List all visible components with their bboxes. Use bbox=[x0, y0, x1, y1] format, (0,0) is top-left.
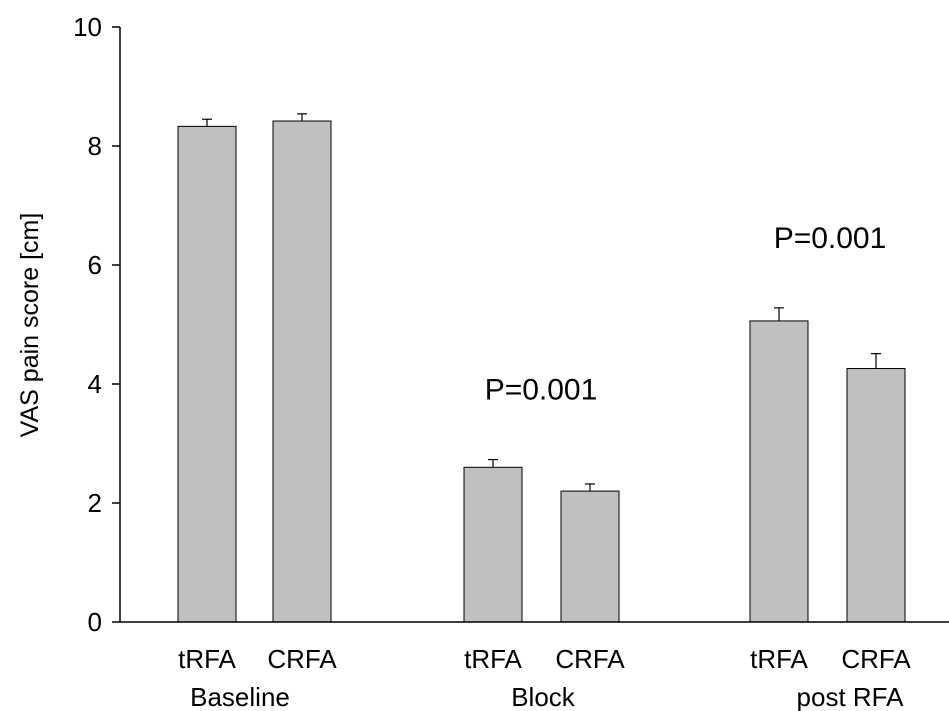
y-tick-label: 8 bbox=[88, 131, 102, 161]
bar-block-crfa bbox=[560, 490, 620, 623]
y-axis-label: VAS pain score [cm] bbox=[16, 213, 44, 438]
y-tick-label: 10 bbox=[73, 12, 102, 42]
p-value-annotation: P=0.001 bbox=[774, 222, 887, 255]
bar-post-rfa-trfa bbox=[749, 320, 809, 623]
x-group-label: Baseline bbox=[190, 682, 290, 711]
bar-block-trfa bbox=[463, 466, 523, 623]
x-group-label: post RFA bbox=[797, 682, 905, 711]
y-tick-label: 0 bbox=[88, 607, 102, 637]
bar-post-rfa-crfa bbox=[846, 368, 906, 623]
x-category-label: CRFA bbox=[555, 644, 625, 674]
x-category-label: CRFA bbox=[841, 644, 911, 674]
y-tick-label: 2 bbox=[88, 488, 102, 518]
error-bars-layer bbox=[202, 113, 881, 492]
x-group-label: Block bbox=[511, 682, 576, 711]
y-tick-label: 6 bbox=[88, 250, 102, 280]
x-category-label: tRFA bbox=[750, 644, 808, 674]
x-category-label: tRFA bbox=[178, 644, 236, 674]
axes-layer bbox=[119, 27, 949, 623]
bars-layer bbox=[177, 120, 906, 623]
x-category-label: tRFA bbox=[464, 644, 522, 674]
bar-baseline-crfa bbox=[272, 120, 332, 623]
p-value-annotation: P=0.001 bbox=[485, 374, 598, 407]
y-ticks-layer: 0 2 4 6 8 10 bbox=[73, 12, 120, 637]
x-category-label: CRFA bbox=[267, 644, 337, 674]
y-tick-label: 4 bbox=[88, 369, 102, 399]
labels-layer: VAS pain score [cm] tRFA CRFA Baseline tRFA… bbox=[16, 213, 911, 711]
bar-baseline-trfa bbox=[177, 125, 237, 623]
